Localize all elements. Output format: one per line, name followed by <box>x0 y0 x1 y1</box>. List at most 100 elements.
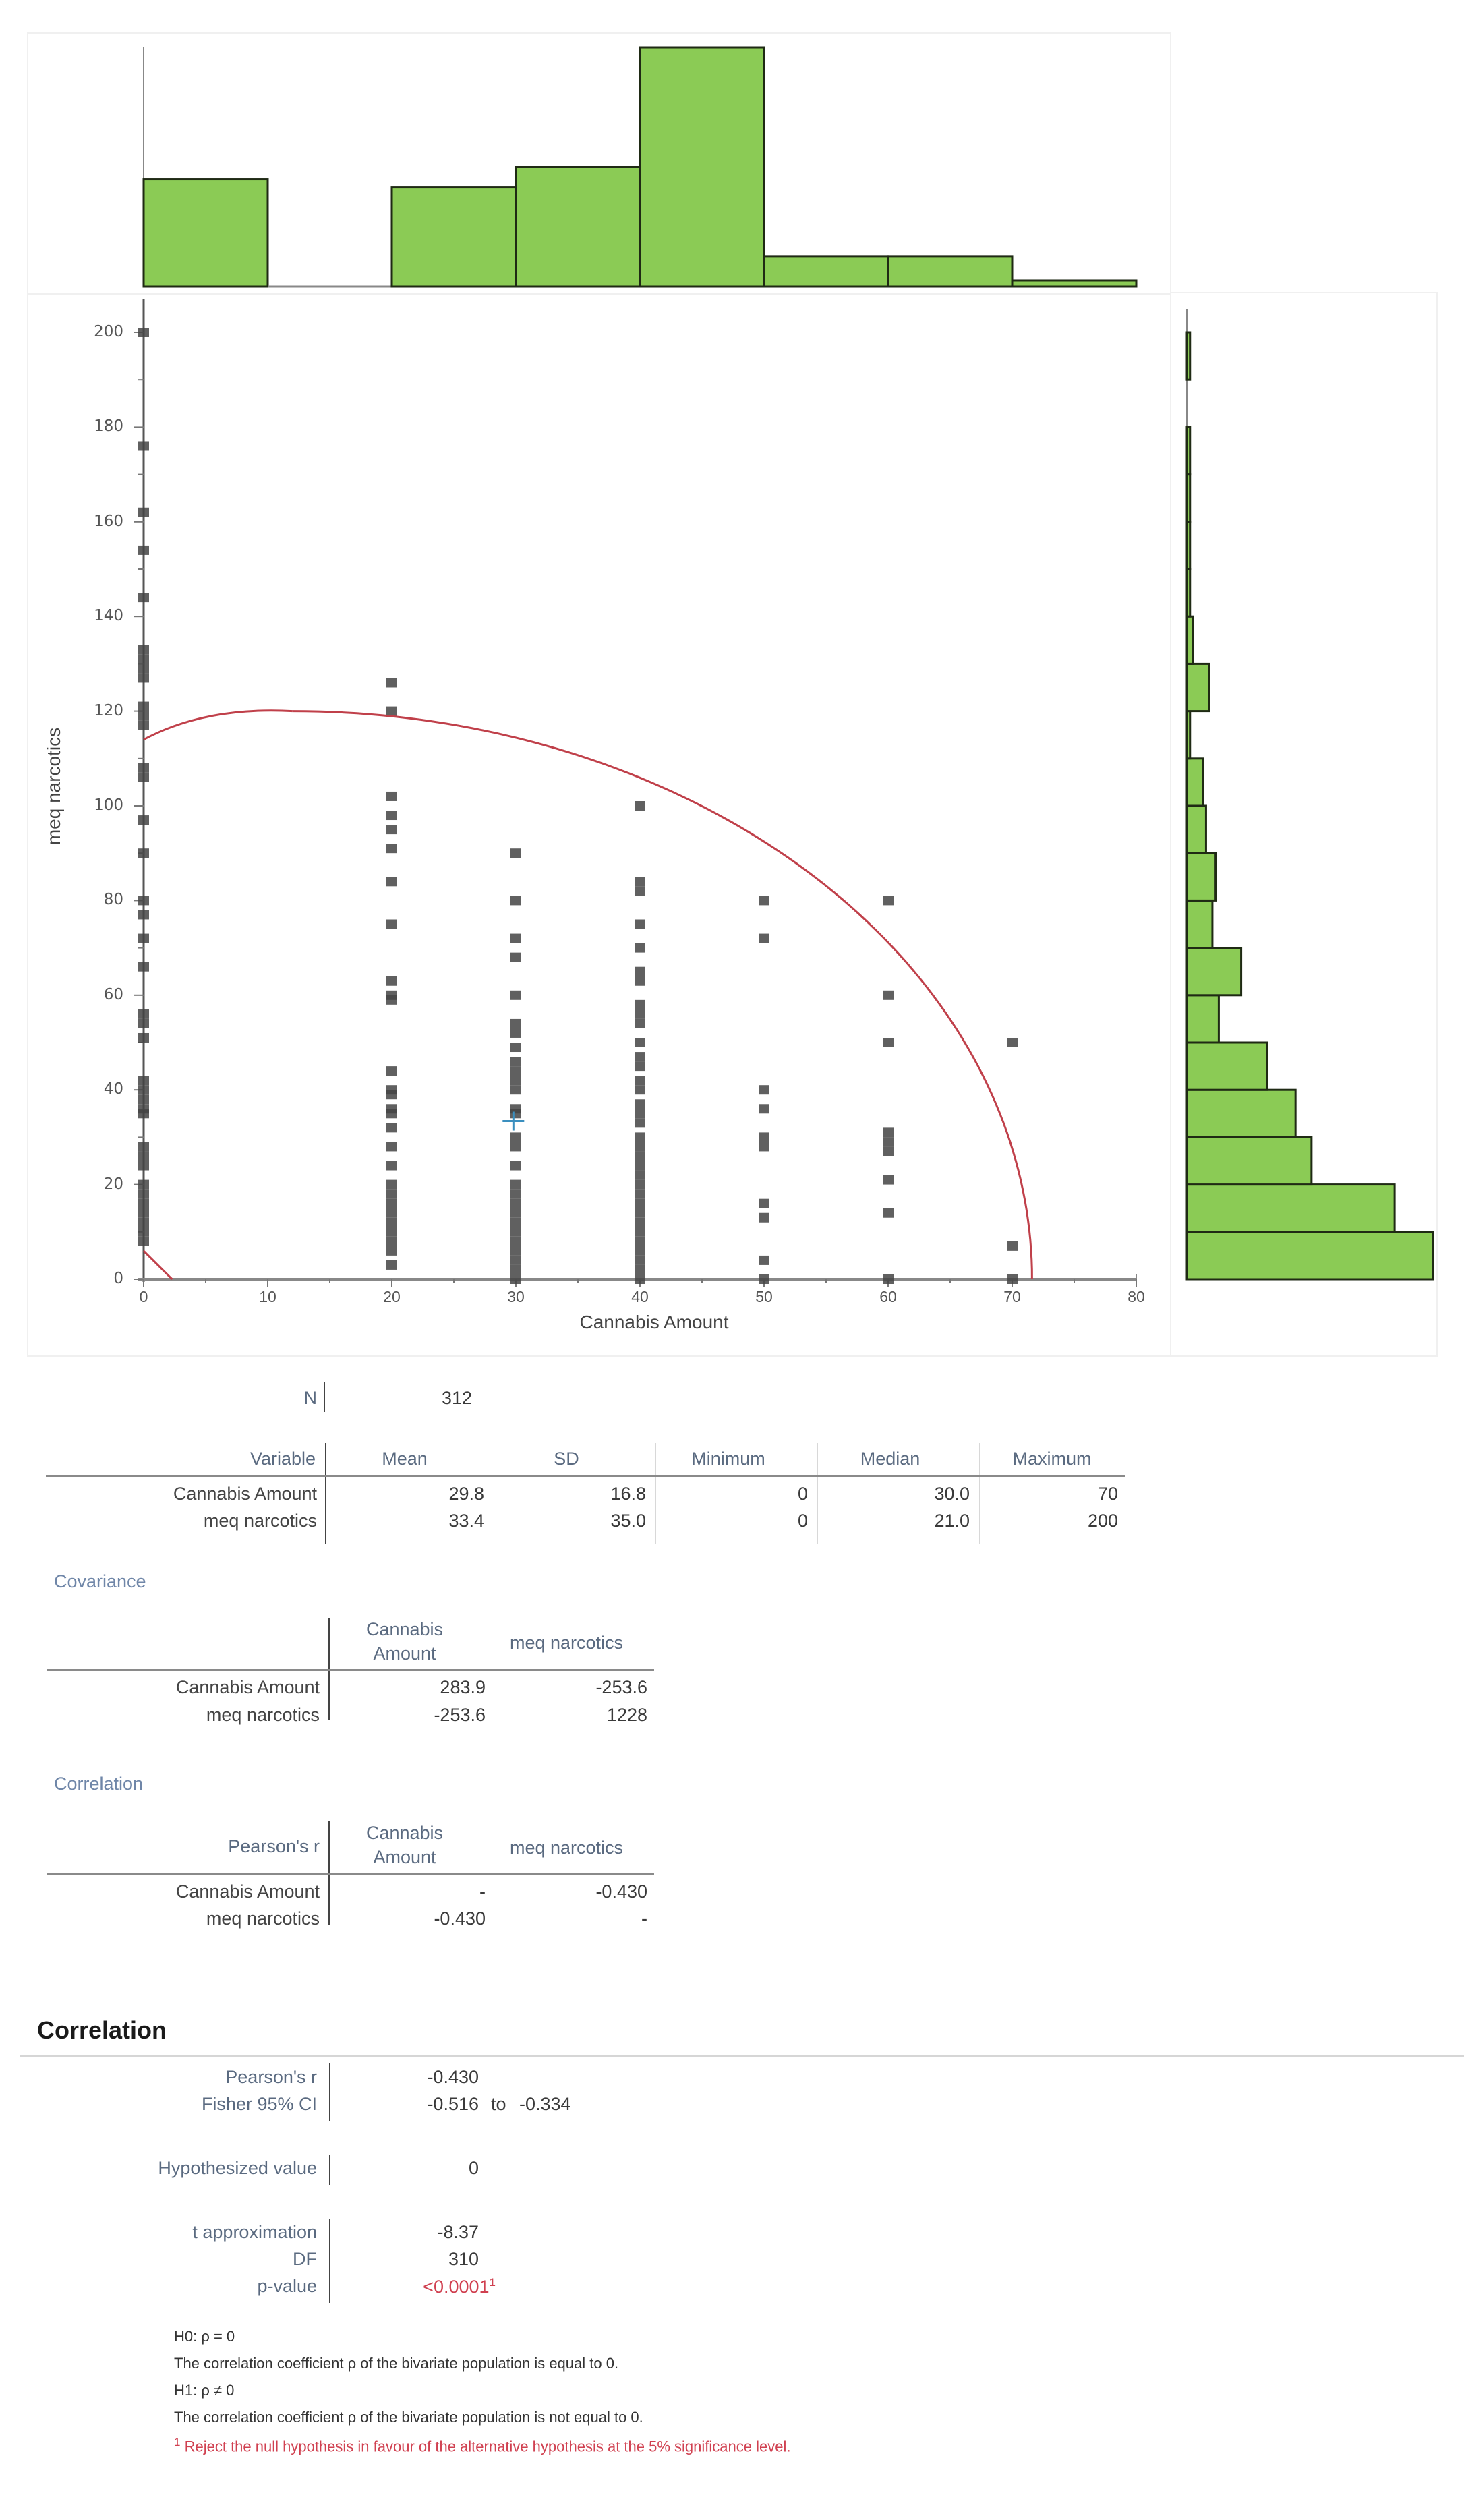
data-point <box>635 919 645 929</box>
p-value-label: p-value <box>257 2276 317 2296</box>
data-point <box>138 328 149 337</box>
corr-corner-label: Pearson's r <box>228 1836 320 1856</box>
y-tick-label: 40 <box>103 1080 123 1098</box>
data-point <box>138 1094 149 1105</box>
pearson-label: Pearson's r <box>225 2067 317 2087</box>
df-label: DF <box>293 2249 317 2269</box>
data-point <box>138 1018 149 1028</box>
data-point <box>138 593 149 603</box>
data-point <box>635 1085 645 1095</box>
data-point <box>759 1085 769 1095</box>
histogram-bar <box>1185 331 1192 381</box>
data-point <box>138 1236 149 1246</box>
data-point <box>138 910 149 920</box>
ellipse-arc-bottom <box>142 1250 173 1281</box>
data-point <box>759 1104 769 1114</box>
data-point <box>510 1161 521 1171</box>
data-point <box>635 943 645 953</box>
x-tick-label: 0 <box>139 1288 148 1306</box>
data-point <box>635 1118 645 1128</box>
corr-cell: - <box>479 1881 486 1902</box>
data-point <box>386 811 397 821</box>
data-point <box>510 1057 521 1067</box>
divider <box>329 2155 330 2185</box>
cov-col-header-cannabis: Cannabis Amount <box>337 1617 472 1666</box>
data-point <box>386 1246 397 1256</box>
histogram-bar <box>887 255 1014 288</box>
data-point <box>138 1109 149 1119</box>
data-point <box>635 1198 645 1208</box>
data-point <box>138 711 149 721</box>
header-line: Cannabis <box>365 1823 444 1843</box>
data-point <box>635 877 645 887</box>
row-label: Cannabis Amount <box>175 1881 320 1902</box>
data-point <box>1007 1241 1018 1251</box>
data-point <box>138 1179 149 1190</box>
data-point <box>510 1142 521 1152</box>
data-point <box>759 896 769 906</box>
row-label: meq narcotics <box>206 1705 320 1725</box>
n-label: N <box>303 1388 318 1408</box>
cell-min: 0 <box>797 1511 808 1531</box>
data-point <box>510 1076 521 1086</box>
histogram-bar <box>1185 568 1192 618</box>
data-point <box>138 545 149 555</box>
mean-marker <box>502 1111 525 1131</box>
cell-median: 30.0 <box>934 1484 970 1504</box>
corr-col-header-narcotics: meq narcotics <box>509 1838 624 1858</box>
data-point <box>138 1009 149 1019</box>
data-point <box>386 1066 397 1076</box>
cell-min: 0 <box>797 1484 808 1504</box>
data-point <box>510 1179 521 1190</box>
n-divider <box>324 1382 325 1412</box>
x-axis-label: Cannabis Amount <box>579 1312 729 1332</box>
data-point <box>635 1038 645 1047</box>
data-point <box>883 1137 894 1147</box>
cell-max: 70 <box>1097 1484 1118 1504</box>
data-point <box>635 1274 645 1284</box>
data-point <box>138 896 149 906</box>
y-tick-label: 140 <box>94 607 123 625</box>
footnote: 1 Reject the null hypothesis in favour o… <box>174 2436 790 2455</box>
col-header-minimum: Minimum <box>691 1448 765 1469</box>
data-point <box>883 896 894 906</box>
col-header-maximum: Maximum <box>1012 1448 1092 1469</box>
correlation-matrix-title: Correlation <box>54 1774 144 1794</box>
histogram-bar <box>1185 1088 1297 1138</box>
y-tick-label: 120 <box>94 701 123 720</box>
data-point <box>635 1061 645 1072</box>
data-point <box>635 886 645 896</box>
data-point <box>635 999 645 1009</box>
data-point <box>510 1085 521 1095</box>
h0-statement: H0: ρ = 0 <box>174 2328 235 2345</box>
right-marginal-histogram <box>1185 309 1434 1281</box>
ellipse-arc-left <box>143 709 293 741</box>
data-point <box>635 1099 645 1109</box>
col-divider <box>655 1443 656 1544</box>
data-point <box>883 1274 894 1284</box>
right-histogram-frame <box>1170 292 1438 1357</box>
data-point <box>138 1161 149 1171</box>
y-tick-label: 160 <box>94 512 123 530</box>
x-tick-label: 50 <box>755 1288 773 1306</box>
scatter-plot-with-marginal-histograms <box>134 46 1434 1287</box>
data-point <box>386 1090 397 1100</box>
data-point <box>386 1142 397 1152</box>
histogram-bar <box>1185 1183 1396 1233</box>
fisher-label: Fisher 95% CI <box>201 2094 317 2114</box>
histogram-bar <box>639 46 765 288</box>
y-axis-label: meq narcotics <box>43 727 64 846</box>
correlation-heading: Correlation <box>37 2016 167 2044</box>
data-point <box>510 1217 521 1227</box>
x-tick-label: 60 <box>879 1288 897 1306</box>
data-point <box>759 1255 769 1265</box>
y-tick-label: 80 <box>103 891 123 909</box>
data-point <box>883 990 894 1000</box>
data-point <box>883 1146 894 1156</box>
y-tick-label: 0 <box>113 1270 123 1287</box>
histogram-bar <box>1185 757 1204 807</box>
data-point <box>635 1264 645 1274</box>
data-point <box>635 1227 645 1237</box>
data-point <box>510 1132 521 1142</box>
data-point <box>759 1212 769 1223</box>
